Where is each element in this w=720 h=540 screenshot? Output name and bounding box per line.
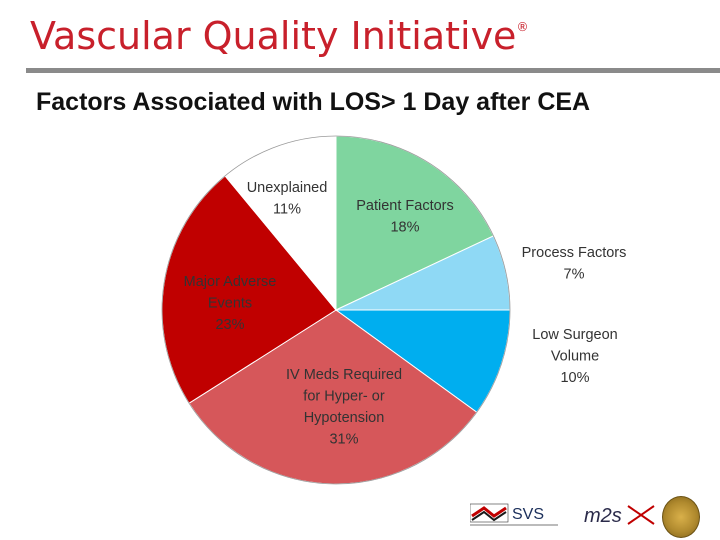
slice-label-4-line-0: Major Adverse: [184, 274, 277, 290]
university-seal-icon: [662, 496, 700, 538]
svs-logo: SVS: [470, 503, 558, 526]
slice-label-1-line-1: 7%: [564, 267, 585, 283]
slice-label-2-line-1: Volume: [551, 349, 599, 365]
slice-label-3-line-3: 31%: [329, 432, 358, 448]
footer-logos: SVS m2s: [470, 496, 720, 540]
slice-label-2-line-2: 10%: [560, 370, 589, 386]
slice-label-1-line-0: Process Factors: [522, 245, 627, 261]
header-divider: [26, 68, 720, 73]
pie-outline: [161, 135, 511, 485]
slice-label-3-line-1: for Hyper- or: [303, 389, 385, 405]
svs-logo-text: SVS: [512, 506, 544, 523]
slice-label-3-line-0: IV Meds Required: [286, 367, 402, 383]
vqi-logo-title: Vascular Quality Initiative®: [30, 14, 528, 58]
slide-title: Factors Associated with LOS> 1 Day after…: [36, 88, 591, 116]
slice-label-3-line-2: Hypotension: [304, 410, 385, 426]
slice-label-0-line-1: 18%: [390, 220, 419, 236]
m2s-logo-text: m2s: [584, 505, 622, 527]
slice-label-4-line-2: 23%: [215, 317, 244, 333]
trademark-symbol: ®: [516, 20, 529, 34]
m2s-logo: m2s: [584, 505, 655, 527]
slice-label-0-line-0: Patient Factors: [356, 198, 454, 214]
slice-label-4-line-1: Events: [208, 296, 252, 312]
slice-label-2-line-0: Low Surgeon: [532, 327, 617, 343]
slice-label-5-line-1: 11%: [273, 202, 301, 218]
vqi-title-text: Vascular Quality Initiative: [30, 14, 517, 58]
slice-label-5-line-0: Unexplained: [247, 180, 328, 196]
